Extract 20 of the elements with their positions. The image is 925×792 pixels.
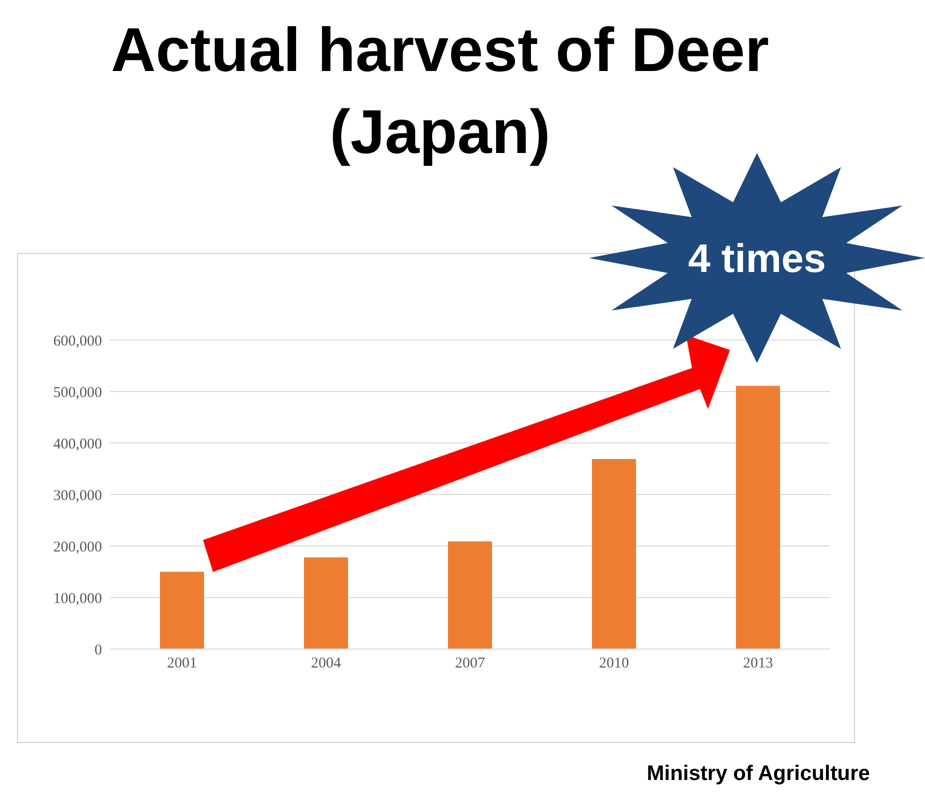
- bar: [304, 557, 348, 649]
- y-tick-label: 300,000: [53, 488, 102, 504]
- x-tick-label: 2013: [743, 656, 773, 672]
- text: 4 times: [688, 237, 826, 281]
- y-tick-label: 600,000: [53, 333, 102, 350]
- y-tick-label: 500,000: [53, 384, 102, 401]
- x-tick-label: 2010: [599, 656, 629, 672]
- y-tick-label: 100,000: [53, 590, 102, 607]
- bar: [448, 541, 492, 649]
- bar: [736, 386, 780, 649]
- chart-title: Actual harvest of Deer (Japan): [110, 15, 770, 169]
- x-tick-label: 2001: [167, 656, 197, 672]
- bar: [160, 572, 204, 649]
- y-tick-label: 400,000: [53, 436, 102, 452]
- x-tick-label: 2004: [311, 656, 342, 672]
- bar: [592, 458, 636, 649]
- text: Ministry of Agriculture: [646, 762, 870, 785]
- y-tick-label: 200,000: [53, 539, 102, 556]
- x-tick-label: 2007: [455, 656, 486, 672]
- y-tick-label: 0: [94, 642, 102, 658]
